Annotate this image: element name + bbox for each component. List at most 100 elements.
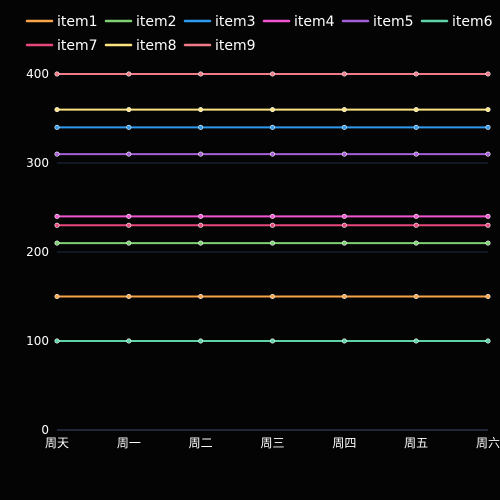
legend-item-item7[interactable]: item7 (25, 38, 98, 54)
data-point[interactable] (198, 213, 204, 219)
data-point[interactable] (341, 222, 347, 228)
x-tick-label: 周六 (476, 436, 500, 450)
data-point[interactable] (54, 293, 60, 299)
data-point[interactable] (126, 338, 132, 344)
data-point[interactable] (126, 107, 132, 113)
data-point[interactable] (269, 213, 275, 219)
data-point[interactable] (341, 240, 347, 246)
data-point[interactable] (198, 240, 204, 246)
series-item1 (54, 293, 491, 299)
data-point[interactable] (413, 151, 419, 157)
data-point[interactable] (198, 338, 204, 344)
y-tick-label: 400 (26, 67, 49, 81)
data-point[interactable] (269, 124, 275, 130)
data-point[interactable] (485, 293, 491, 299)
data-point[interactable] (485, 124, 491, 130)
data-point[interactable] (198, 71, 204, 77)
x-tick-label: 周天 (45, 436, 69, 450)
series-item8 (54, 107, 491, 113)
legend-item-item4[interactable]: item4 (262, 14, 335, 30)
legend-item-item6[interactable]: item6 (420, 14, 493, 30)
series-item5 (54, 151, 491, 157)
data-point[interactable] (269, 107, 275, 113)
legend-item-item1[interactable]: item1 (25, 14, 98, 30)
data-point[interactable] (413, 124, 419, 130)
data-point[interactable] (54, 338, 60, 344)
data-point[interactable] (54, 71, 60, 77)
data-point[interactable] (54, 222, 60, 228)
legend: item1 item2 item3 item4 item5 item6 item7 item8… (25, 14, 493, 54)
data-point[interactable] (126, 240, 132, 246)
data-point[interactable] (126, 124, 132, 130)
data-point[interactable] (269, 240, 275, 246)
data-point[interactable] (269, 151, 275, 157)
legend-label: item2 (136, 14, 177, 30)
legend-label: item9 (215, 38, 256, 54)
y-tick-label: 300 (26, 156, 49, 170)
data-point[interactable] (269, 293, 275, 299)
data-point[interactable] (413, 213, 419, 219)
series-item3 (54, 124, 491, 130)
data-point[interactable] (54, 124, 60, 130)
x-tick-label: 周二 (189, 436, 213, 450)
data-point[interactable] (269, 338, 275, 344)
legend-item-item8[interactable]: item8 (104, 38, 177, 54)
data-point[interactable] (198, 107, 204, 113)
data-point[interactable] (413, 240, 419, 246)
data-point[interactable] (413, 222, 419, 228)
data-point[interactable] (341, 293, 347, 299)
data-point[interactable] (485, 107, 491, 113)
data-point[interactable] (485, 222, 491, 228)
data-point[interactable] (485, 240, 491, 246)
data-point[interactable] (413, 71, 419, 77)
data-point[interactable] (341, 71, 347, 77)
data-point[interactable] (413, 293, 419, 299)
series-item2 (54, 240, 491, 246)
data-point[interactable] (413, 107, 419, 113)
y-tick-label: 0 (41, 423, 49, 437)
data-point[interactable] (485, 71, 491, 77)
data-point[interactable] (485, 151, 491, 157)
data-point[interactable] (54, 213, 60, 219)
data-point[interactable] (269, 71, 275, 77)
data-point[interactable] (198, 293, 204, 299)
data-point[interactable] (198, 124, 204, 130)
series-lines (54, 71, 491, 344)
data-point[interactable] (198, 222, 204, 228)
series-item6 (54, 338, 491, 344)
data-point[interactable] (341, 107, 347, 113)
data-point[interactable] (126, 293, 132, 299)
series-item4 (54, 213, 491, 219)
axes: 0 100 200 300 400 周天 周一 周二 周三 周四 周五 周六 (26, 67, 500, 450)
data-point[interactable] (413, 338, 419, 344)
legend-item-item2[interactable]: item2 (104, 14, 177, 30)
x-tick-label: 周一 (117, 436, 141, 450)
legend-label: item7 (57, 38, 98, 54)
legend-label: item3 (215, 14, 256, 30)
legend-item-item3[interactable]: item3 (183, 14, 256, 30)
data-point[interactable] (341, 338, 347, 344)
data-point[interactable] (54, 107, 60, 113)
y-tick-label: 200 (26, 245, 49, 259)
data-point[interactable] (485, 338, 491, 344)
data-point[interactable] (485, 213, 491, 219)
data-point[interactable] (54, 151, 60, 157)
legend-item-item9[interactable]: item9 (183, 38, 256, 54)
x-tick-label: 周四 (332, 436, 356, 450)
legend-label: item1 (57, 14, 98, 30)
data-point[interactable] (126, 213, 132, 219)
data-point[interactable] (341, 124, 347, 130)
data-point[interactable] (269, 222, 275, 228)
data-point[interactable] (341, 213, 347, 219)
legend-item-item5[interactable]: item5 (341, 14, 414, 30)
legend-label: item5 (373, 14, 414, 30)
data-point[interactable] (198, 151, 204, 157)
data-point[interactable] (126, 151, 132, 157)
data-point[interactable] (126, 222, 132, 228)
data-point[interactable] (54, 240, 60, 246)
data-point[interactable] (126, 71, 132, 77)
data-point[interactable] (341, 151, 347, 157)
x-tick-label: 周五 (404, 436, 428, 450)
legend-label: item4 (294, 14, 335, 30)
